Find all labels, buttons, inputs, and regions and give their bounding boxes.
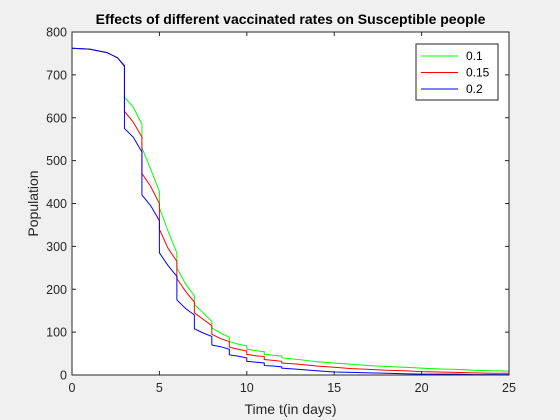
series-line-2 <box>71 47 509 376</box>
y-tick-label: 300 <box>46 240 67 254</box>
legend-label-2: 0.2 <box>466 82 483 96</box>
y-tick-label: 200 <box>46 283 67 297</box>
y-axis: 0 100 200 300 400 500 600 700 800 <box>46 26 509 383</box>
y-tick-label: 0 <box>60 369 67 383</box>
x-tick-label: 25 <box>502 381 516 395</box>
y-tick-label: 700 <box>46 68 67 82</box>
x-axis: 0 5 10 15 20 25 <box>69 32 516 395</box>
series-layer <box>71 47 510 376</box>
x-tick-label: 5 <box>156 381 163 395</box>
legend-label-1: 0.15 <box>466 66 490 80</box>
x-tick-label: 20 <box>415 381 429 395</box>
legend-label-0: 0.1 <box>466 49 483 63</box>
chart-title: Effects of different vaccinated rates on… <box>96 11 486 27</box>
y-tick-label: 400 <box>46 197 67 211</box>
y-tick-label: 100 <box>46 326 67 340</box>
y-tick-label: 600 <box>46 111 67 125</box>
x-tick-label: 15 <box>327 381 341 395</box>
x-axis-label: Time t(in days) <box>244 401 336 417</box>
y-tick-label: 800 <box>46 26 67 40</box>
series-line-0 <box>71 47 510 372</box>
x-tick-label: 0 <box>69 381 76 395</box>
legend: 0.1 0.15 0.2 <box>415 43 499 101</box>
y-tick-label: 500 <box>46 154 67 168</box>
x-tick-label: 10 <box>240 381 254 395</box>
y-axis-label: Population <box>25 170 41 236</box>
